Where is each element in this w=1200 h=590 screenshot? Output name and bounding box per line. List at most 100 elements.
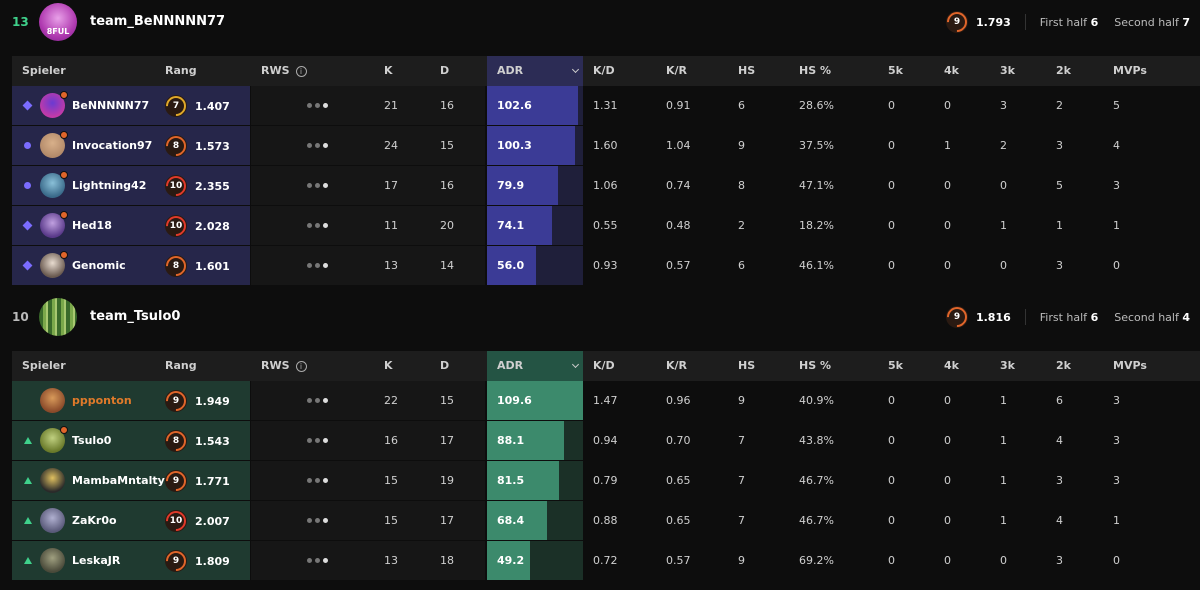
column-header-adr[interactable]: ADR (497, 56, 580, 86)
rws-loading-icon (307, 263, 328, 268)
kills-value: 16 (384, 434, 398, 447)
avatar[interactable] (40, 388, 65, 413)
column-label: 5k (888, 64, 903, 77)
rank-number: 10 (169, 181, 183, 191)
2k-value: 3 (1056, 554, 1063, 567)
team-header: 13 8FUL team_BeNNNNN77 9 1.793 First half 6 Se… (0, 0, 1200, 44)
table-row[interactable]: ppponton 9 1.949 109.6 22 15 1.47 0.96 9 40.9% 0 0 1… (12, 381, 1200, 421)
rank-badge-icon: 9 (165, 550, 187, 572)
3k-value: 0 (1000, 179, 1007, 192)
headshot-percent-value: 46.1% (799, 259, 834, 272)
player-name[interactable]: BeNNNNN77 (72, 99, 150, 112)
kd-ratio-value: 1.47 (593, 394, 618, 407)
adr-cell: 74.1 (487, 206, 583, 245)
rank-badge-icon: 9 (945, 306, 968, 328)
deaths-value: 15 (440, 394, 454, 407)
table-row[interactable]: Invocation97 8 1.573 100.3 24 15 1.60 1.04 9 37.5… (12, 126, 1200, 166)
dot-icon (24, 182, 31, 189)
player-cell[interactable]: BeNNNNN77 7 1.407 (12, 86, 250, 125)
chevron-down-icon[interactable] (572, 65, 580, 74)
avatar[interactable] (40, 548, 65, 573)
column-label: K/D (593, 359, 615, 372)
avatar[interactable] (40, 468, 65, 493)
adr-cell: 68.4 (487, 501, 583, 540)
chevron-down-icon[interactable] (572, 360, 580, 369)
player-cell[interactable]: MambaMntalty 9 1.771 (12, 461, 250, 500)
divider (1024, 14, 1026, 30)
table-row[interactable]: Hed18 10 2.028 74.1 11 20 0.55 0.48 2 18.2% 0 0 1 1 1 (12, 206, 1200, 246)
rank-badge-icon: 8 (165, 430, 187, 452)
column-header-player: Spieler (22, 56, 66, 86)
5k-value: 0 (888, 99, 895, 112)
headshots-value: 7 (738, 434, 745, 447)
deaths-value: 19 (440, 474, 454, 487)
table-row[interactable]: Tsulo0 8 1.543 88.1 16 17 0.94 0.70 7 43.8% 0 0 1 4 3 (12, 421, 1200, 461)
table-row[interactable]: BeNNNNN77 7 1.407 102.6 21 16 1.31 0.91 6 28.6% 0 0… (12, 86, 1200, 126)
player-cell[interactable]: Invocation97 8 1.573 (12, 126, 250, 165)
player-name[interactable]: Tsulo0 (72, 434, 112, 447)
player-cell[interactable]: Genomic 8 1.601 (12, 246, 250, 285)
player-name[interactable]: LeskaJR (72, 554, 121, 567)
player-cell[interactable]: LeskaJR 9 1.809 (12, 541, 250, 580)
player-cell[interactable]: ZaKr0o 10 2.007 (12, 501, 250, 540)
column-header-rws[interactable]: RWS i (261, 56, 307, 86)
table-row[interactable]: ZaKr0o 10 2.007 68.4 15 17 0.88 0.65 7 46.7% 0 0 1 4 1 (12, 501, 1200, 541)
rank-number: 10 (169, 221, 183, 231)
kr-ratio-value: 0.70 (666, 434, 691, 447)
adr-bar (487, 206, 552, 245)
player-rating: 1.573 (195, 139, 230, 153)
info-icon[interactable]: i (295, 65, 307, 77)
table-row[interactable]: Lightning42 10 2.355 79.9 17 16 1.06 0.74 8 47.1%… (12, 166, 1200, 206)
column-header-3k: 3k (1000, 351, 1015, 381)
adr-bar (487, 421, 564, 460)
player-cell[interactable]: Lightning42 10 2.355 (12, 166, 250, 205)
player-name[interactable]: ZaKr0o (72, 514, 117, 527)
player-rank: 10 2.355 (165, 175, 230, 197)
column-label: Spieler (22, 64, 66, 77)
player-name[interactable]: Lightning42 (72, 179, 147, 192)
player-cell[interactable]: Tsulo0 8 1.543 (12, 421, 250, 460)
team-logo (39, 298, 77, 336)
column-header-3k: 3k (1000, 56, 1015, 86)
rank-badge-icon: 7 (165, 95, 187, 117)
table-header: Spieler Rang RWS i K D ADR K/D K/R HS HS % 5k 4k 3k 2k… (12, 56, 1200, 86)
player-name[interactable]: MambaMntalty (72, 474, 165, 487)
adr-bar (487, 86, 578, 125)
table-row[interactable]: Genomic 8 1.601 56.0 13 14 0.93 0.57 6 46.1% 0 0 0 3 0 (12, 246, 1200, 286)
player-name[interactable]: ppponton (72, 394, 132, 407)
info-icon[interactable]: i (295, 360, 307, 372)
kd-ratio-value: 0.88 (593, 514, 618, 527)
4k-value: 0 (944, 219, 951, 232)
table-row[interactable]: MambaMntalty 9 1.771 81.5 15 19 0.79 0.65 7 46.7%… (12, 461, 1200, 501)
rank-badge-icon: 10 (165, 215, 187, 237)
kills-value: 17 (384, 179, 398, 192)
player-cell[interactable]: Hed18 10 2.028 (12, 206, 250, 245)
rws-cell (251, 86, 485, 125)
player-rank: 7 1.407 (165, 95, 230, 117)
table-row[interactable]: LeskaJR 9 1.809 49.2 13 18 0.72 0.57 9 69.2% 0 0 0 3 0 (12, 541, 1200, 581)
adr-value: 100.3 (497, 139, 532, 152)
player-name[interactable]: Genomic (72, 259, 126, 272)
player-rank: 10 2.007 (165, 510, 230, 532)
headshot-percent-value: 37.5% (799, 139, 834, 152)
column-header-adr[interactable]: ADR (497, 351, 580, 381)
2k-value: 6 (1056, 394, 1063, 407)
5k-value: 0 (888, 179, 895, 192)
headshot-percent-value: 40.9% (799, 394, 834, 407)
avatar[interactable] (40, 508, 65, 533)
column-label: RWS (261, 64, 290, 77)
kr-ratio-value: 0.65 (666, 474, 691, 487)
player-name[interactable]: Invocation97 (72, 139, 153, 152)
mvps-value: 3 (1113, 179, 1120, 192)
player-cell[interactable]: ppponton 9 1.949 (12, 381, 250, 420)
stats-table: Spieler Rang RWS i K D ADR K/D K/R HS HS % 5k 4k 3k 2k… (12, 56, 1200, 286)
kd-ratio-value: 0.79 (593, 474, 618, 487)
player-rank: 9 1.809 (165, 550, 230, 572)
headshot-percent-value: 47.1% (799, 179, 834, 192)
column-header-rws[interactable]: RWS i (261, 351, 307, 381)
player-name[interactable]: Hed18 (72, 219, 112, 232)
player-rank: 9 1.949 (165, 390, 230, 412)
kr-ratio-value: 0.74 (666, 179, 691, 192)
player-rating: 1.771 (195, 474, 230, 488)
rws-cell (251, 381, 485, 420)
